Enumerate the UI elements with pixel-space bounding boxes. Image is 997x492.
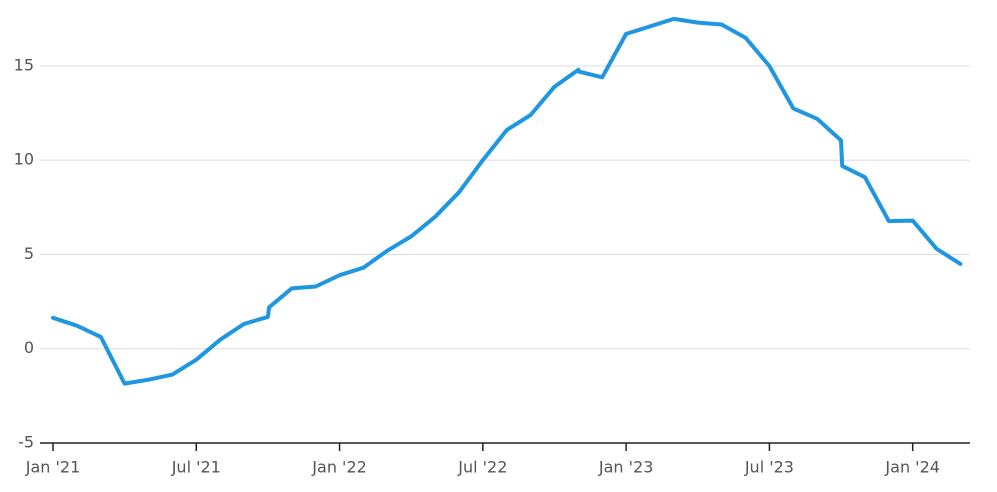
x-tick-label: Jul '23 xyxy=(744,458,794,477)
y-tick-label: 0 xyxy=(24,338,34,357)
x-tick-label: Jan '21 xyxy=(25,458,81,477)
x-tick-label: Jan '23 xyxy=(598,458,654,477)
y-tick-label: 10 xyxy=(14,150,34,169)
y-tick-label: -5 xyxy=(18,433,34,452)
x-tick-label: Jul '22 xyxy=(457,458,507,477)
y-tick-label: 15 xyxy=(14,55,34,74)
x-tick-label: Jan '24 xyxy=(884,458,940,477)
data-line xyxy=(51,16,963,386)
x-tick-label: Jul '21 xyxy=(171,458,221,477)
y-tick-label: 5 xyxy=(24,244,34,263)
x-tick-label: Jan '22 xyxy=(311,458,367,477)
